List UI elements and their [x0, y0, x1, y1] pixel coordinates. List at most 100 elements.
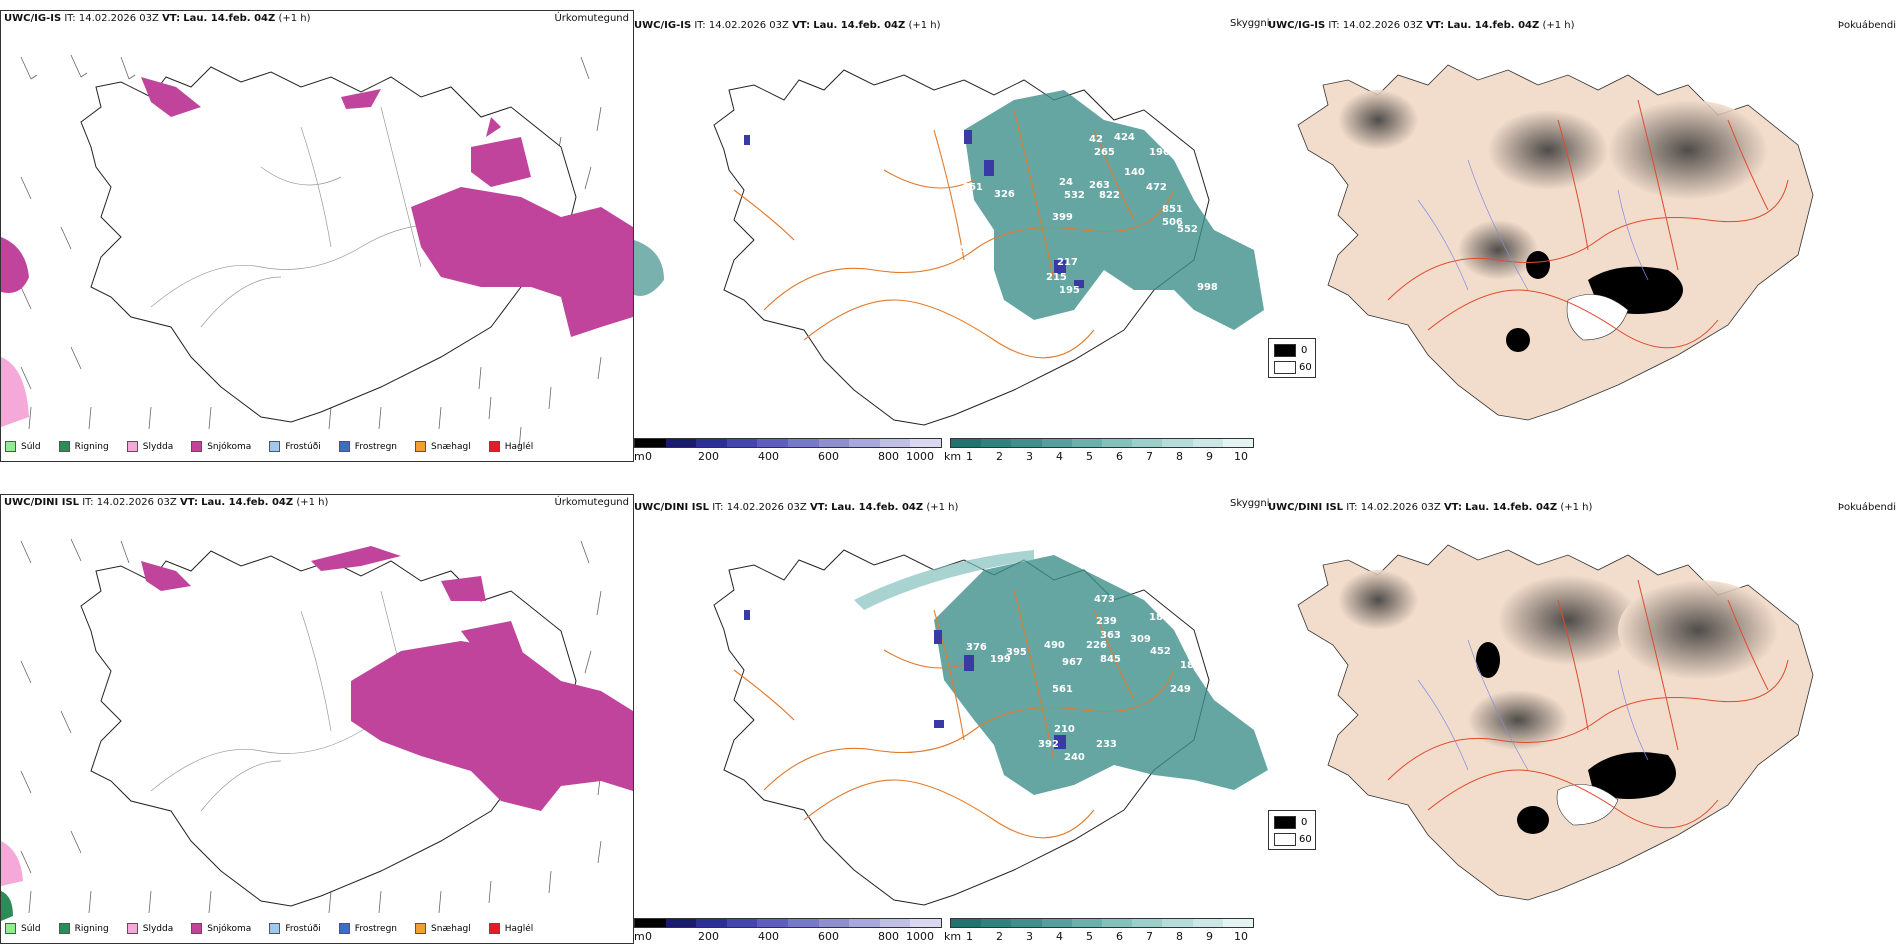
- visibility-colorbar-ticks: km 1 2 3 4 5 6 7 8 9 10: [944, 930, 1264, 944]
- vis-label: 967: [1062, 657, 1083, 668]
- vis-label: 506: [1162, 217, 1183, 228]
- colorbar-tick: 7: [1146, 450, 1153, 463]
- roads: [1387, 99, 1789, 349]
- vis-label: 135: [946, 244, 967, 255]
- vis-label: 761: [962, 182, 983, 193]
- roads: [733, 109, 1175, 359]
- sleet-area: [1, 357, 29, 427]
- legend-swatch: [338, 441, 350, 452]
- colorbar-unit: m: [634, 450, 645, 463]
- legend-item: Slydda: [126, 923, 173, 934]
- colorbar-unit: km: [944, 930, 962, 943]
- colorbar-tick: 6: [1116, 930, 1123, 943]
- colorbar-tick: 3: [1026, 450, 1033, 463]
- fog-legend: 0 60: [1268, 338, 1316, 378]
- roads: [150, 106, 462, 328]
- vis-label: 226: [1086, 640, 1107, 651]
- fog-map: [1297, 544, 1814, 901]
- vis-label: 215: [1046, 272, 1067, 283]
- colorbar-tick: 4: [1056, 450, 1063, 463]
- fog-black-areas: [1476, 642, 1676, 834]
- panel-title: Þokuábendi: [1837, 20, 1896, 31]
- rain-area: [1, 891, 13, 921]
- panel-header: UWC/DINI ISL IT: 14.02.2026 03Z VT: Lau.…: [634, 502, 959, 513]
- visibility-colorbar: [950, 918, 1254, 928]
- fog-legend-label: 60: [1299, 834, 1312, 845]
- glacier-white: [1556, 784, 1619, 826]
- visibility-plume: [854, 550, 1034, 610]
- panel-title: Þokuábendi: [1837, 502, 1896, 513]
- iceland-coastline: [80, 66, 577, 423]
- precip-panel-top: UWC/IG-IS IT: 14.02.2026 03Z VT: Lau. 14…: [0, 10, 634, 462]
- colorbar-unit: m: [634, 930, 645, 943]
- vis-label: 399: [1052, 212, 1073, 223]
- height-colorbar: [634, 438, 942, 448]
- vis-label: 210: [1054, 724, 1075, 735]
- panel-title: Úrkomutegund: [554, 13, 629, 24]
- legend-swatch: [5, 923, 16, 934]
- vis-label: 552: [1177, 224, 1198, 235]
- legend-item: Súld: [5, 923, 41, 934]
- legend-swatch: [338, 923, 350, 934]
- vis-label: 199: [990, 654, 1011, 665]
- panel-title: Úrkomutegund: [554, 497, 629, 508]
- visibility-panel-bottom: UWC/DINI ISL IT: 14.02.2026 03Z VT: Lau.…: [634, 494, 1270, 944]
- colorbar-tick: 10: [1234, 450, 1248, 463]
- colorbar-tick: 400: [758, 450, 779, 463]
- rivers: [1417, 639, 1649, 771]
- colorbar-tick: 5: [1086, 450, 1093, 463]
- vis-label: 376: [966, 642, 987, 653]
- colorbar-tick: 10: [1234, 930, 1248, 943]
- visibility-map: 473 180 239 363 309 226 490 452 187 395 …: [713, 549, 1268, 906]
- legend-item: Haglél: [488, 441, 533, 452]
- vis-label: 473: [1094, 594, 1115, 605]
- wind-barbs: [20, 538, 602, 914]
- high-terrain: [744, 130, 1084, 288]
- height-colorbar-ticks: m 0 200 400 600 800 1000: [634, 930, 944, 944]
- visibility-number-labels: 424 42 265 196 24 263 140 472 326 532 82…: [946, 132, 1218, 296]
- vis-label: 309: [1130, 634, 1151, 645]
- panel-header: UWC/IG-IS IT: 14.02.2026 03Z VT: Lau. 14…: [634, 20, 941, 31]
- vis-label: 187: [1180, 660, 1201, 671]
- fog-legend: 0 60: [1268, 810, 1316, 850]
- legend-item: Rigning: [58, 441, 109, 452]
- visibility-area: [934, 555, 1268, 795]
- precip-legend: Súld Rigning Slydda Snjókoma Frostúði Fr…: [1, 923, 547, 934]
- colorbar-tick: 200: [698, 450, 719, 463]
- colorbar-tick: 8: [1176, 450, 1183, 463]
- vis-label: 196: [1149, 147, 1170, 158]
- vis-label: 363: [1100, 630, 1121, 641]
- visibility-colorbar-ticks: km 1 2 3 4 5 6 7 8 9 10: [944, 450, 1264, 464]
- vis-label: 851: [1162, 204, 1183, 215]
- colorbar-tick: 1000: [906, 930, 934, 943]
- legend-swatch: [58, 441, 70, 452]
- colorbar-tick: 8: [1176, 930, 1183, 943]
- colorbar-tick: 0: [645, 930, 652, 943]
- vis-label: 424: [1114, 132, 1135, 143]
- legend-item: Snæhagl: [415, 923, 471, 934]
- vis-label: 240: [1064, 752, 1085, 763]
- vis-label: 532: [1064, 190, 1085, 201]
- colorbar-tick: 2: [996, 930, 1003, 943]
- snow-areas: [141, 77, 633, 337]
- legend-swatch: [269, 923, 281, 934]
- panel-title: Skyggni: [1230, 498, 1270, 509]
- high-terrain: [744, 610, 1066, 749]
- vis-label: 140: [1124, 167, 1145, 178]
- legend-swatch: [58, 923, 70, 934]
- colorbar-tick: 800: [878, 930, 899, 943]
- vis-label: 24: [1059, 177, 1073, 188]
- legend-swatch: [191, 923, 203, 934]
- colorbar-tick: 5: [1086, 930, 1093, 943]
- panel-header: UWC/DINI ISL IT: 14.02.2026 03Z VT: Lau.…: [4, 497, 329, 508]
- colorbar-tick: 1000: [906, 450, 934, 463]
- fog-panel-bottom: UWC/DINI ISL IT: 14.02.2026 03Z VT: Lau.…: [1268, 494, 1900, 944]
- snow-west-edge: [1, 237, 29, 293]
- visibility-colorbar: [950, 438, 1254, 448]
- vis-label: 395: [1006, 647, 1027, 658]
- vis-label: 490: [1044, 640, 1065, 651]
- roads: [1387, 579, 1789, 829]
- colorbar-tick: 1: [966, 450, 973, 463]
- snow-areas: [141, 546, 633, 811]
- colorbar-tick: 6: [1116, 450, 1123, 463]
